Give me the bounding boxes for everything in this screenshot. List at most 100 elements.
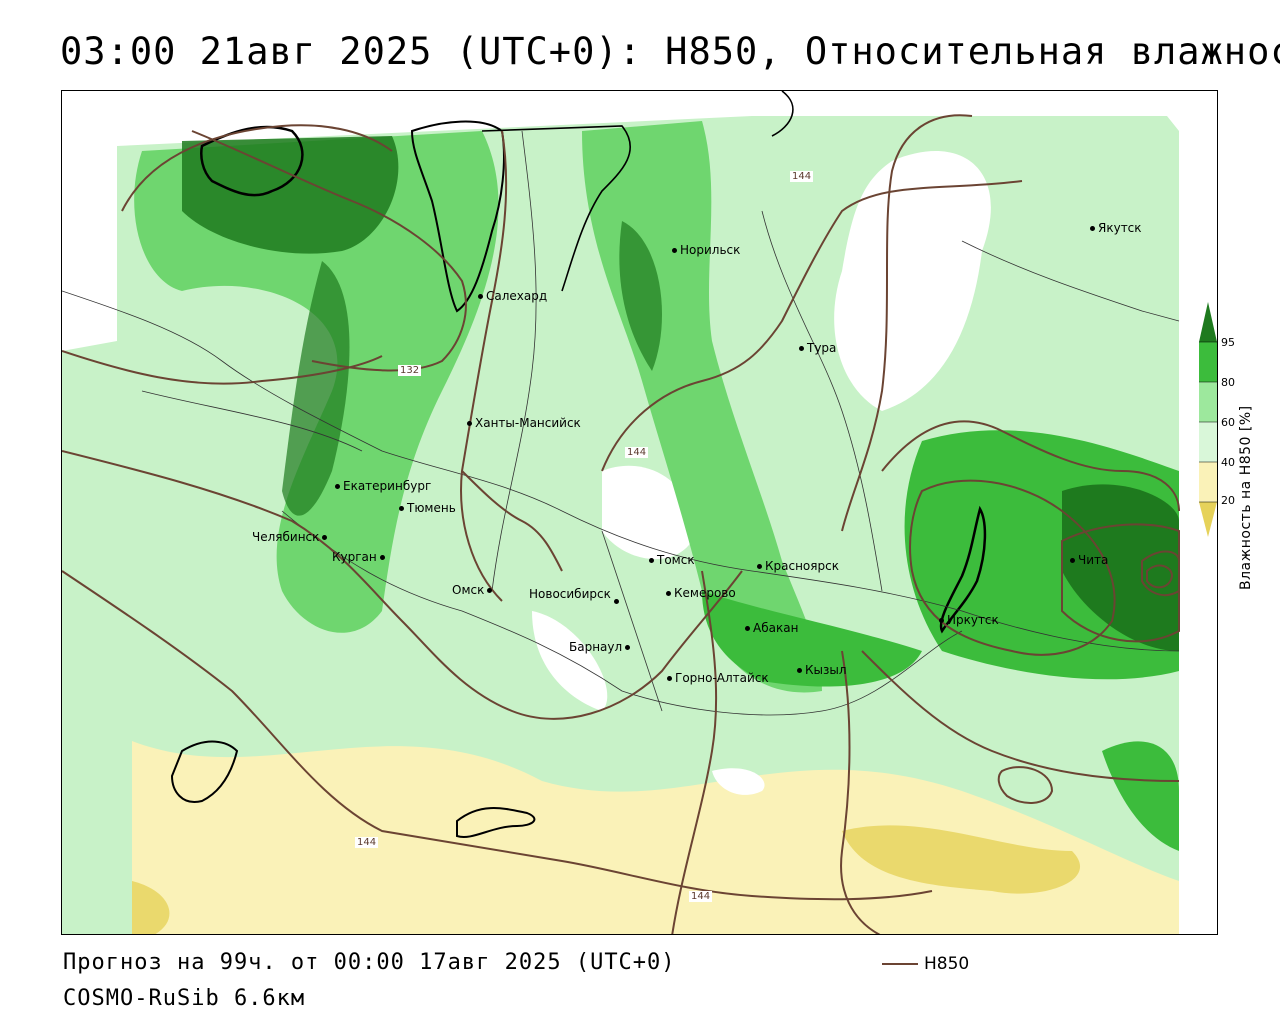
colorbar-tick: 20	[1221, 494, 1235, 507]
contour-line	[1146, 564, 1174, 589]
coastline	[481, 125, 632, 292]
city-label: Кызыл	[805, 663, 847, 677]
city-marker	[672, 248, 677, 253]
city-marker	[799, 346, 804, 351]
city-norilsk: Норильск	[672, 243, 740, 257]
saturated-core	[619, 221, 662, 371]
saturated-core	[1062, 484, 1179, 651]
caspian-sea	[170, 740, 239, 803]
city-tomsk: Томск	[649, 553, 695, 567]
city-tura: Тура	[799, 341, 836, 355]
contour-label: 144	[689, 891, 713, 902]
city-marker	[1090, 226, 1095, 231]
city-marker	[939, 618, 944, 623]
city-marker	[399, 506, 404, 511]
city-marker	[487, 588, 493, 593]
contour-line	[841, 114, 973, 532]
humid-band	[134, 131, 499, 633]
city-marker	[335, 484, 340, 489]
city-kemerovo: Кемерово	[666, 586, 736, 600]
city-marker	[613, 599, 619, 604]
coastline	[200, 125, 304, 197]
contour-line	[62, 350, 383, 385]
humidity-map	[62, 91, 1180, 934]
city-label: Курган	[332, 550, 377, 564]
contour-line	[601, 180, 1023, 472]
region-border	[761, 210, 883, 592]
legend-line-swatch	[882, 963, 918, 965]
contour-line	[1061, 523, 1180, 643]
city-label: Омск	[452, 583, 485, 597]
region-border	[62, 290, 1180, 652]
contour-line	[840, 650, 881, 934]
contour-line	[460, 130, 508, 602]
city-label: Тура	[807, 341, 837, 355]
city-tyumen: Тюмень	[399, 501, 456, 515]
very-dry-zone	[842, 825, 1081, 894]
colorbar-tick: 80	[1221, 376, 1235, 389]
city-label: Якутск	[1098, 221, 1142, 235]
geopotential-contours	[62, 114, 1180, 934]
dry-zone	[132, 741, 1179, 934]
city-label: Норильск	[680, 243, 741, 257]
city-marker	[649, 558, 654, 563]
colorbar-segment	[1199, 422, 1217, 462]
lake-balkhash	[456, 807, 536, 838]
city-label: Тюмень	[407, 501, 456, 515]
contour-line	[62, 570, 933, 901]
region-border	[281, 510, 963, 716]
city-label: Горно-Алтайск	[675, 671, 769, 685]
very-dry-zone	[132, 881, 170, 934]
dry-patch	[532, 611, 608, 711]
colorbar-title: Влажность на H850 [%]	[1238, 340, 1268, 590]
city-marker	[1070, 558, 1075, 563]
city-label: Новосибирск	[529, 587, 611, 601]
city-marker	[757, 564, 762, 569]
contour-label: 132	[398, 365, 422, 376]
contour-line	[997, 766, 1054, 804]
humid-band	[702, 591, 922, 687]
region-border	[601, 530, 663, 712]
dry-patch	[602, 465, 694, 560]
city-krasnoyarsk: Красноярск	[757, 559, 839, 573]
model-name: COSMO-RuSib 6.6км	[63, 986, 306, 1011]
contour-label: 144	[355, 837, 379, 848]
contour-line	[861, 650, 1180, 782]
city-marker	[478, 294, 483, 299]
city-label: Ханты-Мансийск	[475, 416, 581, 430]
colorbar-segment	[1199, 382, 1217, 422]
city-marker	[797, 668, 802, 673]
colorbar-tick: 60	[1221, 416, 1235, 429]
colorbar-top-arrow	[1199, 302, 1217, 342]
city-label: Красноярск	[765, 559, 839, 573]
city-kurgan: Курган	[332, 550, 388, 564]
city-label: Челябинск	[252, 530, 320, 544]
city-barnaul: Барнаул	[569, 640, 633, 654]
city-abakan: Абакан	[745, 621, 798, 635]
contour-line	[1141, 550, 1180, 597]
city-marker	[379, 555, 385, 560]
saturated-core	[282, 261, 350, 516]
coastline	[410, 120, 505, 313]
city-khanty-mansiysk: Ханты-Мансийск	[467, 416, 581, 430]
colorbar-segment	[1199, 462, 1217, 502]
city-marker	[322, 535, 328, 540]
city-label: Иркутск	[947, 613, 999, 627]
city-marker	[745, 626, 750, 631]
colorbar-segment	[1199, 342, 1217, 382]
city-label: Томск	[657, 553, 695, 567]
city-chita: Чита	[1070, 553, 1108, 567]
map-panel: 144 132 144 144 144 Якутск Норильск Сале…	[61, 90, 1218, 935]
contour-line	[881, 420, 1180, 512]
city-omsk: Омск	[452, 583, 495, 597]
city-irkutsk: Иркутск	[939, 613, 999, 627]
colorbar-bottom-arrow	[1199, 502, 1217, 537]
contour-label: 144	[790, 171, 814, 182]
city-label: Барнаул	[569, 640, 623, 654]
contour-line	[909, 479, 1116, 656]
region-border	[491, 130, 537, 592]
city-marker	[625, 645, 631, 650]
city-label: Салехард	[486, 289, 548, 303]
dry-patch	[712, 768, 765, 795]
contour-line	[461, 470, 563, 572]
